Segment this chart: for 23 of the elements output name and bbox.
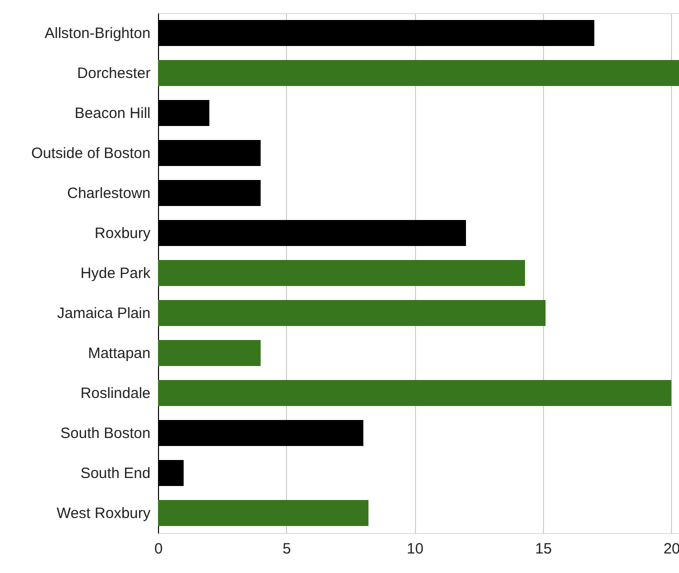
bar (158, 300, 546, 326)
y-tick-label: Roxbury (94, 225, 151, 242)
x-tick-label: 15 (535, 540, 552, 558)
x-tick-label: 5 (282, 540, 291, 558)
x-tick-label: 0 (154, 540, 163, 558)
y-tick-label: Beacon Hill (74, 105, 150, 122)
y-tick-label: Roslindale (80, 385, 150, 402)
bar (158, 500, 368, 526)
y-tick-label: Jamaica Plain (57, 305, 150, 322)
y-tick-label: Mattapan (88, 345, 150, 362)
y-tick-label: Dorchester (77, 65, 151, 82)
bar (158, 380, 672, 406)
y-tick-label: Charlestown (67, 185, 150, 202)
y-tick-label: Hyde Park (80, 265, 151, 282)
y-tick-label: Allston-Brighton (44, 25, 150, 42)
bar (158, 340, 261, 366)
bar (158, 60, 679, 86)
y-tick-label: South End (80, 465, 150, 482)
y-tick-label: West Roxbury (56, 505, 151, 522)
bar (158, 260, 526, 286)
y-tick-label: South Boston (60, 425, 150, 442)
y-tick-label: Outside of Boston (31, 145, 150, 162)
x-tick-label: 10 (406, 540, 424, 558)
